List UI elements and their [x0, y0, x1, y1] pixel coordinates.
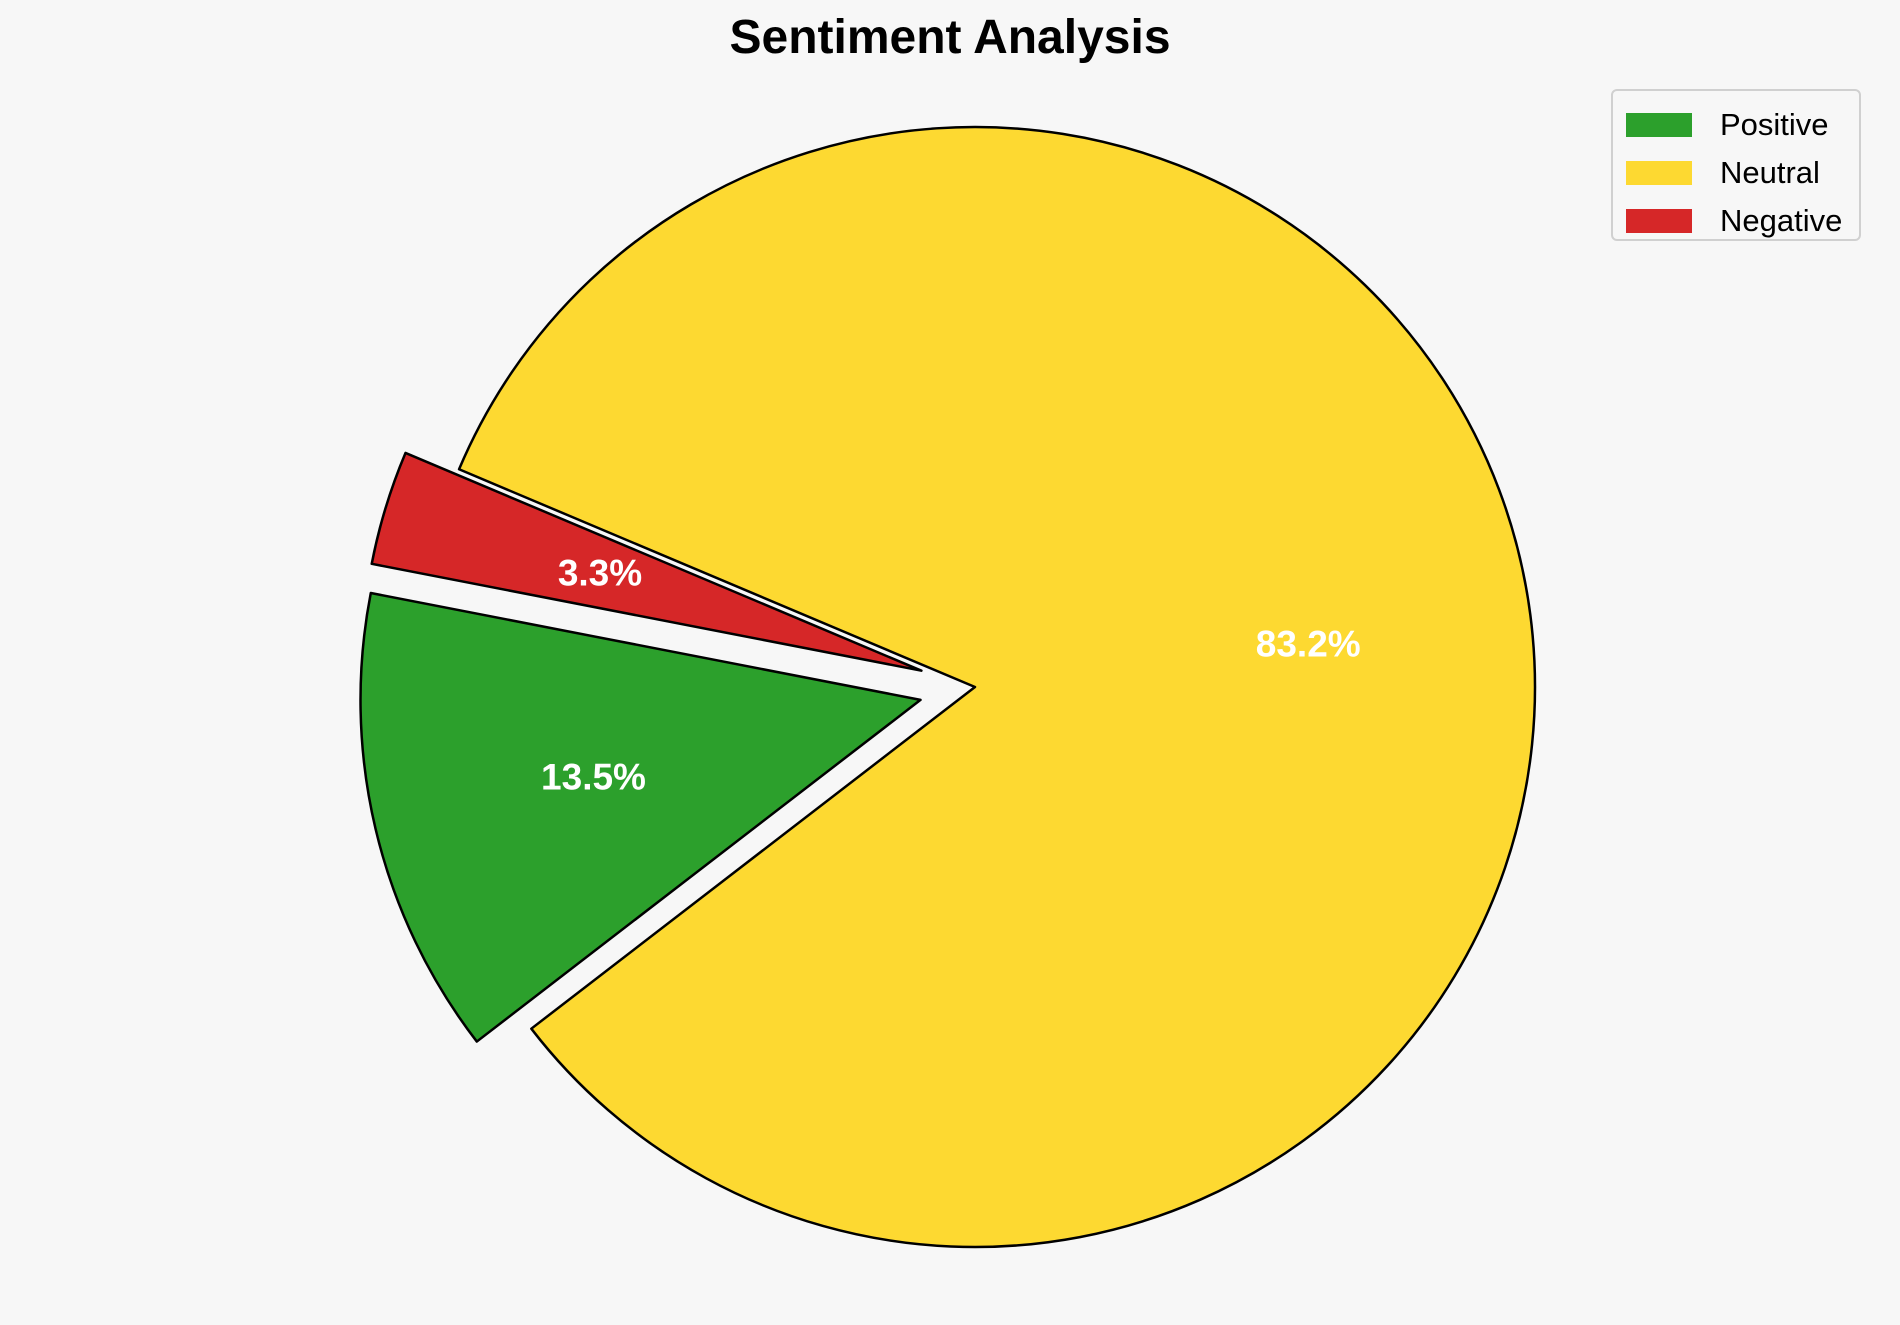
legend-item-positive: Positive	[1626, 101, 1859, 149]
legend-swatch-positive	[1626, 113, 1692, 137]
legend-label-negative: Negative	[1720, 203, 1843, 238]
pie-label-positive: 13.5%	[541, 757, 646, 798]
pie-slices	[359, 125, 1537, 1249]
legend-label-neutral: Neutral	[1720, 155, 1820, 190]
legend-label-positive: Positive	[1720, 107, 1829, 142]
pie-slice-negative	[370, 451, 923, 672]
legend-swatch-negative	[1626, 209, 1692, 233]
chart-title: Sentiment Analysis	[729, 11, 1171, 64]
legend-item-negative: Negative	[1626, 197, 1859, 245]
legend-item-neutral: Neutral	[1626, 149, 1859, 197]
pie-slice-neutral	[457, 125, 1537, 1249]
pie-label-negative: 3.3%	[558, 552, 642, 593]
legend: Positive Neutral Negative	[1611, 89, 1861, 241]
pie-labels: 13.5% 83.2% 3.3%	[541, 552, 1361, 797]
legend-swatch-neutral	[1626, 161, 1692, 185]
pie-slice-positive	[359, 591, 922, 1043]
pie-label-neutral: 83.2%	[1256, 623, 1361, 664]
